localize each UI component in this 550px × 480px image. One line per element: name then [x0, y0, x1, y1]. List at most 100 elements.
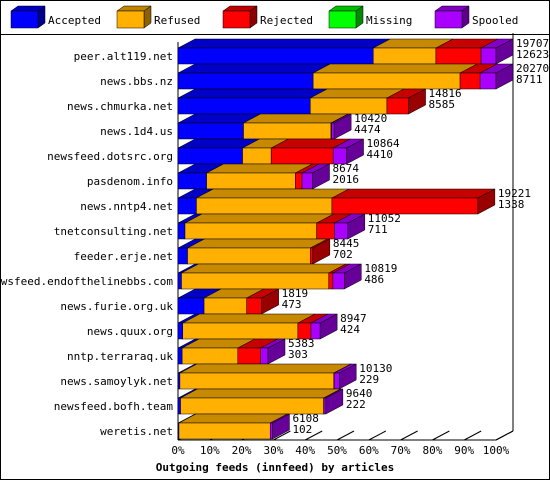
bar-segment-refused [243, 122, 332, 140]
bar-segment-top-accepted [177, 38, 391, 49]
x-tick-mark [368, 430, 387, 441]
legend-label: Rejected [260, 14, 313, 27]
bar-segment-rejected [316, 222, 335, 240]
x-tick-mark [273, 430, 291, 441]
bar-segment-accepted [177, 72, 314, 90]
x-tick-mark [336, 430, 355, 441]
bar-segment-refused [181, 347, 239, 365]
category-label: pasdenom.info [87, 175, 173, 188]
data-label-bottom: 4474 [354, 123, 381, 136]
bar-news-nntp4-net [177, 188, 496, 215]
bar-news-samoylyk-net [177, 363, 357, 390]
bar-end-face [312, 163, 330, 190]
data-label-bottom: 222 [346, 398, 366, 411]
x-tick-label: 50% [327, 444, 347, 457]
data-label-bottom: 102 [292, 423, 312, 436]
legend-item-refused: Refused [116, 5, 200, 29]
bar-segment-accepted [177, 172, 207, 190]
bar-segment-refused [196, 197, 333, 215]
bar-segment-top-refused [196, 188, 350, 199]
bar-news-bbs-nz [177, 63, 514, 90]
x-tick-label: 40% [295, 444, 315, 457]
category-label: peer.alt119.net [74, 50, 173, 63]
bar-feeder-erje-net [177, 238, 331, 265]
bar-segment-top-refused [184, 213, 334, 224]
bar-segment-spooled [331, 122, 335, 140]
data-label-bottom: 303 [288, 348, 308, 361]
bar-end-face [325, 388, 344, 415]
category-label: news.quux.org [87, 325, 173, 338]
legend-swatch [328, 10, 357, 29]
bar-segment-rejected [295, 172, 303, 190]
data-label-bottom: 12623 [516, 48, 549, 61]
data-label-top: 5383 [288, 337, 315, 350]
legend-swatch [222, 10, 251, 29]
bar-pasdenom-info [177, 163, 330, 190]
data-label-top: 8445 [333, 237, 360, 250]
bar-segment-spooled [260, 347, 269, 365]
bar-segment-spooled [301, 172, 313, 190]
bar-segment-rejected [270, 147, 334, 165]
legend-item-accepted: Accepted [10, 5, 101, 29]
bar-segment-top-accepted [177, 63, 331, 74]
data-label-bottom: 2016 [333, 173, 360, 186]
category-label: news.samoylyk.net [60, 375, 173, 388]
data-label-bottom: 702 [333, 248, 353, 261]
data-label-top: 8674 [333, 162, 360, 175]
bar-segment-refused [242, 147, 272, 165]
x-tick-mark [304, 430, 323, 441]
bar-segment-rejected [386, 97, 409, 115]
data-label-top: 8947 [340, 312, 367, 325]
data-label-bottom: 8711 [516, 73, 543, 86]
bar-end-face [344, 263, 362, 290]
bar-news-furie-org-uk [177, 288, 279, 315]
data-label-bottom: 424 [340, 323, 360, 336]
x-tick-mark [400, 430, 418, 441]
bar-segment-spooled [333, 372, 340, 390]
bar-news-quux-org [177, 313, 338, 340]
bar-segment-top-refused [180, 388, 341, 399]
data-label-top: 10864 [367, 137, 400, 150]
bar-segment-spooled [479, 72, 497, 90]
bar-segment-rejected [310, 247, 314, 265]
category-label: news.nntp4.net [80, 200, 173, 213]
bar-nntp-terraraq-uk [177, 338, 286, 365]
x-tick-label: 30% [263, 444, 283, 457]
bar-peer-alt119-net [177, 38, 514, 65]
bar-segment-refused [184, 222, 317, 240]
bar-tnetconsulting-net [177, 213, 366, 240]
x-tick-label: 10% [200, 444, 220, 457]
bar-segment-refused [206, 172, 296, 190]
x-tick-label: 60% [359, 444, 379, 457]
bar-end-face [261, 288, 279, 315]
category-label: news.furie.org.uk [60, 300, 173, 313]
x-tick-label: 80% [422, 444, 442, 457]
bar-segment-refused [187, 247, 311, 265]
bar-segment-top-refused [181, 263, 346, 274]
bars [177, 38, 514, 440]
legend-item-rejected: Rejected [222, 5, 313, 29]
bar-segment-accepted [177, 347, 183, 365]
bar-segment-top-rejected [331, 188, 495, 199]
bar-segment-refused [179, 372, 335, 390]
bar-segment-top-accepted [177, 88, 328, 99]
bar-segment-accepted [177, 322, 184, 340]
bar-segment-accepted [177, 122, 244, 140]
data-label-top: 10130 [359, 362, 392, 375]
bar-news-chmurka-net [177, 88, 426, 115]
data-label-top: 1819 [282, 287, 309, 300]
category-label: weretis.net [100, 425, 173, 438]
data-label-top: 10819 [364, 262, 397, 275]
bar-segment-rejected [435, 47, 482, 65]
bar-segment-accepted [177, 372, 181, 390]
bar-segment-accepted [177, 247, 188, 265]
legend: Accepted Refused Rejected Missing Spooled [10, 5, 518, 29]
bar-newsfeed-dotsrc-org [177, 138, 364, 165]
bar-segment-top-refused [206, 163, 313, 174]
data-label-top: 9640 [346, 387, 373, 400]
bar-segment-rejected [459, 72, 481, 90]
data-label-top: 6108 [292, 412, 319, 425]
bar-segment-spooled [323, 397, 327, 415]
